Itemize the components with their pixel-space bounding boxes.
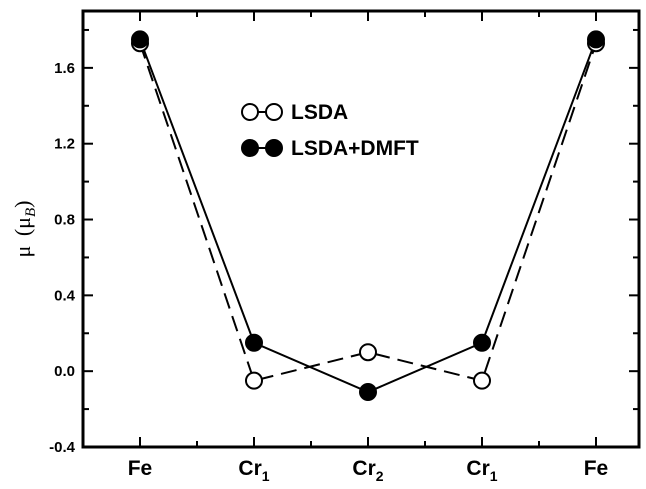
x-tick-label-sub: 1 — [262, 468, 270, 484]
data-point — [131, 30, 149, 49]
x-tick-label: Fe — [584, 457, 609, 480]
legend-label: LSDA+DMFT — [291, 137, 419, 160]
series-markers — [131, 30, 605, 402]
data-point — [473, 333, 491, 352]
x-tick-label: Cr1 — [238, 457, 269, 484]
y-axis-paren-close: ) — [10, 201, 35, 208]
y-axis-unit-sub: B — [23, 208, 39, 217]
data-point — [245, 371, 263, 390]
plot-frame — [81, 9, 641, 449]
legend-marker — [241, 139, 259, 157]
data-point — [359, 383, 377, 402]
x-tick-label-base: Fe — [128, 457, 153, 480]
y-tick-label: 0.8 — [54, 212, 75, 229]
x-tick-label: Fe — [128, 457, 153, 480]
y-axis-symbol: μ — [10, 246, 35, 258]
data-point — [473, 371, 491, 390]
y-axis-label: μ (μB) — [10, 201, 39, 258]
y-tick-label: 0.4 — [54, 287, 76, 304]
x-tick-label: Cr2 — [352, 457, 383, 484]
data-point — [245, 333, 263, 352]
y-axis-paren-open: ( — [10, 229, 35, 236]
legend: LSDA LSDA+DMFT — [241, 101, 419, 160]
y-axis-unit: μ — [10, 217, 35, 229]
data-point — [587, 30, 605, 49]
y-tick-label: -0.4 — [49, 439, 76, 456]
x-tick-label-sub: 2 — [376, 468, 384, 484]
y-tick-label: 1.2 — [54, 136, 75, 153]
y-tick-label: 0.0 — [54, 363, 75, 380]
x-tick-label-base: Cr — [352, 457, 375, 480]
legend-marker — [265, 139, 283, 157]
legend-label: LSDA — [291, 101, 348, 124]
x-tick-label-base: Fe — [584, 457, 609, 480]
series-line-1 — [139, 39, 597, 394]
series-lines — [139, 39, 597, 394]
legend-marker — [265, 103, 283, 121]
x-tick-label-base: Cr — [238, 457, 261, 480]
y-tick-label: 1.6 — [54, 60, 75, 77]
x-tick-label-base: Cr — [466, 457, 489, 480]
series-line-0 — [139, 42, 597, 382]
legend-marker — [241, 103, 259, 121]
y-axis-ticks: -0.4 0.0 0.4 0.8 1.2 1.6 — [49, 28, 639, 456]
data-point — [359, 343, 377, 362]
x-tick-label: Cr1 — [466, 457, 497, 484]
x-axis-ticks: Fe Cr1 Cr2 Cr1 Fe — [128, 11, 609, 484]
x-tick-label-sub: 1 — [490, 468, 498, 484]
